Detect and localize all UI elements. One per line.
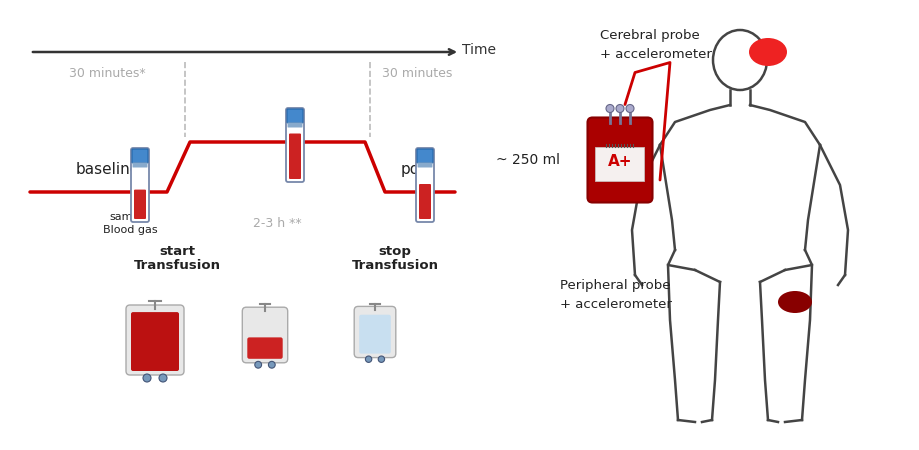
Ellipse shape: [748, 38, 786, 66]
FancyBboxPatch shape: [289, 134, 301, 179]
Circle shape: [378, 356, 384, 362]
Circle shape: [365, 356, 371, 362]
Text: Cerebral probe
+ accelerometer: Cerebral probe + accelerometer: [599, 30, 711, 60]
Circle shape: [268, 361, 275, 368]
FancyBboxPatch shape: [287, 109, 302, 123]
Text: start: start: [159, 245, 195, 258]
FancyBboxPatch shape: [415, 148, 434, 222]
Circle shape: [616, 104, 623, 112]
FancyBboxPatch shape: [595, 147, 644, 181]
FancyBboxPatch shape: [247, 338, 282, 359]
FancyBboxPatch shape: [242, 307, 288, 363]
FancyBboxPatch shape: [358, 315, 391, 354]
FancyBboxPatch shape: [354, 306, 395, 358]
Text: baseline: baseline: [75, 162, 140, 177]
Text: 30 minutes: 30 minutes: [382, 67, 452, 80]
FancyBboxPatch shape: [130, 312, 179, 371]
FancyBboxPatch shape: [418, 184, 430, 219]
Circle shape: [625, 104, 633, 112]
FancyBboxPatch shape: [131, 149, 148, 163]
FancyBboxPatch shape: [132, 162, 147, 167]
FancyBboxPatch shape: [134, 189, 146, 219]
FancyBboxPatch shape: [587, 117, 652, 202]
FancyBboxPatch shape: [126, 305, 184, 375]
Circle shape: [255, 361, 261, 368]
Text: sample: sample: [109, 212, 150, 222]
FancyBboxPatch shape: [130, 148, 149, 222]
Text: Transfusion: Transfusion: [351, 259, 438, 272]
Text: Transfusion: Transfusion: [133, 259, 221, 272]
Text: Time: Time: [461, 43, 495, 57]
FancyBboxPatch shape: [416, 149, 433, 163]
Text: 30 minutes*: 30 minutes*: [69, 67, 145, 80]
FancyBboxPatch shape: [417, 162, 432, 167]
Circle shape: [142, 374, 151, 382]
FancyBboxPatch shape: [286, 108, 303, 182]
Text: post: post: [401, 162, 434, 177]
Circle shape: [606, 104, 613, 112]
Circle shape: [159, 374, 167, 382]
Ellipse shape: [777, 291, 811, 313]
FancyBboxPatch shape: [287, 122, 302, 127]
Text: 2-3 h **: 2-3 h **: [253, 217, 301, 230]
Text: Blood gas: Blood gas: [103, 225, 157, 235]
Text: A+: A+: [607, 154, 631, 170]
Text: stop: stop: [378, 245, 411, 258]
Text: Peripheral probe
+ accelerometer: Peripheral probe + accelerometer: [560, 279, 671, 310]
Text: ~ 250 ml: ~ 250 ml: [495, 153, 560, 167]
